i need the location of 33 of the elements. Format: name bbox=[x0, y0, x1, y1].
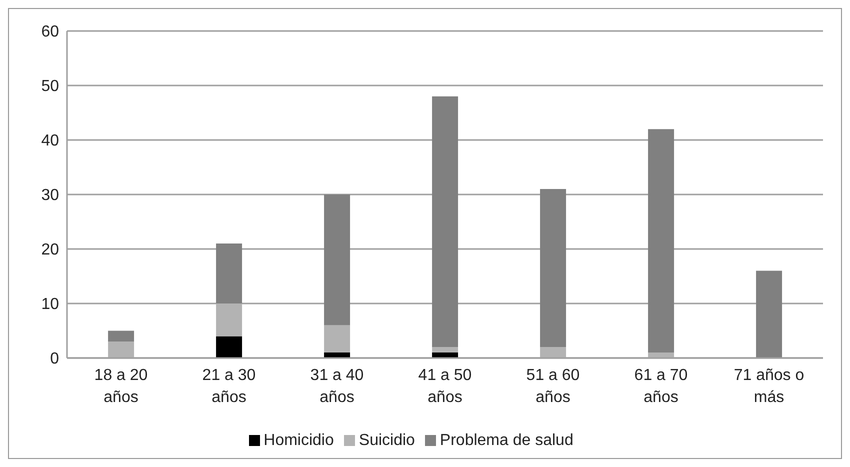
x-tick-label: 31 a 40 años bbox=[310, 367, 364, 406]
x-tick-label: 51 a 60 años bbox=[526, 367, 580, 406]
bar bbox=[216, 336, 242, 358]
bar bbox=[540, 347, 566, 358]
x-tick-label: 61 a 70 años bbox=[634, 367, 688, 406]
bar bbox=[108, 330, 134, 342]
legend-label: Suicidio bbox=[358, 432, 415, 449]
bar bbox=[432, 352, 458, 358]
y-tick-label: 40 bbox=[41, 132, 60, 150]
bar bbox=[432, 96, 458, 348]
bar bbox=[324, 194, 350, 326]
y-tick-label: 10 bbox=[41, 296, 60, 314]
y-tick-label: 50 bbox=[41, 78, 60, 96]
bar bbox=[108, 342, 134, 358]
bar bbox=[756, 270, 782, 358]
bar bbox=[324, 325, 350, 353]
y-tick-label: 60 bbox=[41, 24, 60, 41]
x-tick-label: 71 años o más bbox=[734, 367, 804, 406]
bar bbox=[648, 129, 674, 353]
x-tick-label: 21 a 30 años bbox=[202, 367, 256, 406]
legend-label: Homicidio bbox=[264, 432, 334, 449]
bar bbox=[216, 304, 242, 336]
bar bbox=[540, 189, 566, 348]
legend-label: Problema de salud bbox=[440, 432, 574, 449]
bar bbox=[324, 352, 350, 358]
y-tick-label: 30 bbox=[41, 187, 60, 204]
bar bbox=[648, 352, 674, 358]
bar bbox=[216, 244, 242, 304]
x-tick-label: 41 a 50 años bbox=[418, 367, 472, 406]
x-tick-label: 18 a 20 años bbox=[94, 367, 148, 406]
bar bbox=[432, 347, 458, 353]
y-tick-label: 0 bbox=[50, 350, 60, 368]
y-tick-label: 20 bbox=[41, 242, 60, 259]
